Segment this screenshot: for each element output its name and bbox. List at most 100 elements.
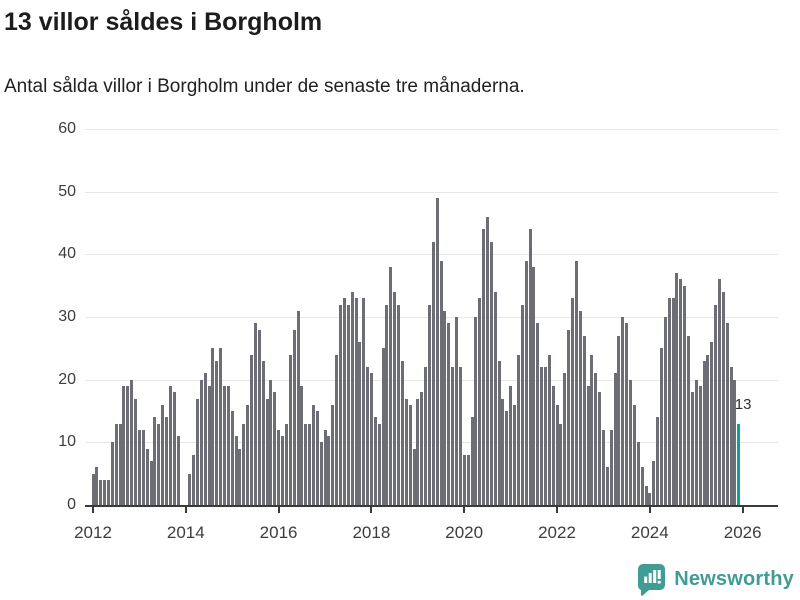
bar: [257, 329, 261, 505]
bar: [694, 379, 698, 505]
bar: [547, 354, 551, 505]
bar: [215, 360, 219, 505]
bar: [621, 317, 625, 505]
bar: [168, 385, 172, 505]
x-axis-tick-label: 2012: [74, 523, 112, 542]
x-axis-tick-label: 2018: [352, 523, 391, 542]
bar: [493, 291, 497, 505]
bar: [625, 323, 629, 505]
y-axis-tick-label: 40: [58, 245, 76, 263]
bar: [408, 404, 412, 505]
bar: [578, 310, 582, 505]
bar: [698, 385, 702, 505]
newsworthy-logo: Newsworthy: [638, 563, 794, 596]
bar: [250, 354, 253, 505]
bar: [609, 429, 613, 505]
bar: [536, 323, 540, 505]
bar: [567, 329, 571, 505]
y-axis-tick-label: 30: [58, 308, 76, 325]
bar: [729, 367, 733, 505]
x-axis-tick-label: 2014: [166, 523, 205, 542]
x-axis-tick-label: 2016: [259, 523, 298, 542]
bar: [161, 404, 165, 505]
x-axis-tick: [648, 507, 651, 513]
bar: [497, 360, 501, 505]
bar: [551, 385, 555, 505]
bar: [582, 335, 586, 505]
bar: [501, 398, 505, 505]
bar: [145, 448, 149, 505]
bar: [134, 398, 137, 505]
x-axis-tick: [92, 507, 94, 513]
bar: [122, 385, 126, 505]
bar: [424, 367, 428, 505]
bar: [226, 385, 230, 505]
bar: [702, 360, 706, 505]
bar: [586, 385, 590, 505]
bar: [636, 442, 640, 505]
bar: [253, 323, 257, 505]
bar: [369, 373, 373, 505]
bar: [366, 367, 370, 505]
bar: [223, 385, 226, 505]
bar: [590, 354, 594, 505]
bar: [663, 317, 667, 505]
x-axis-tick: [463, 507, 466, 513]
bar: [103, 479, 107, 505]
bar: [110, 442, 114, 505]
x-axis-tick: [277, 507, 280, 513]
bar: [385, 304, 389, 505]
bar: [478, 298, 482, 505]
bar: [559, 423, 563, 505]
bar: [393, 291, 397, 505]
bar: [404, 398, 408, 505]
bar: [192, 454, 195, 505]
bar: [485, 216, 489, 505]
bar: [358, 342, 362, 505]
bar: [505, 411, 509, 505]
bar: [342, 298, 346, 505]
page-subtitle: Antal sålda villor i Borgholm under de s…: [4, 76, 525, 97]
bar: [513, 404, 516, 505]
bar: [308, 423, 312, 505]
highlight-bar: [737, 423, 741, 505]
bar: [315, 411, 319, 505]
bar: [114, 423, 118, 505]
bar: [543, 367, 547, 505]
bar: [489, 241, 493, 505]
x-axis-tick-label: 2026: [723, 523, 762, 542]
bar: [99, 479, 103, 505]
bar: [304, 423, 308, 505]
bar: [246, 404, 250, 505]
bar: [176, 436, 180, 505]
bar: [520, 304, 524, 505]
bar: [219, 348, 223, 505]
bar: [327, 436, 331, 505]
bar: [126, 385, 130, 505]
bar: [451, 367, 455, 505]
bar: [571, 298, 574, 505]
bar: [261, 360, 265, 505]
bar: [292, 329, 296, 505]
bar: [447, 323, 451, 505]
bar-chart-speech-bubble-icon: [638, 564, 666, 596]
bar: [211, 348, 215, 505]
bar: [516, 354, 520, 505]
bar: [733, 379, 737, 505]
x-axis-tick: [741, 507, 744, 513]
bar: [373, 417, 377, 505]
y-axis-tick-label: 10: [58, 433, 76, 451]
bar: [462, 454, 466, 505]
bar: [288, 354, 292, 505]
bar: [300, 385, 304, 505]
bar: [141, 429, 145, 505]
gridline: [85, 129, 778, 130]
bar: [466, 454, 470, 505]
bar: [574, 260, 578, 505]
bar: [710, 342, 714, 505]
bar: [431, 241, 435, 505]
x-axis-tick-label: 2024: [630, 523, 669, 542]
bar: [690, 392, 694, 505]
bar: [412, 448, 416, 505]
